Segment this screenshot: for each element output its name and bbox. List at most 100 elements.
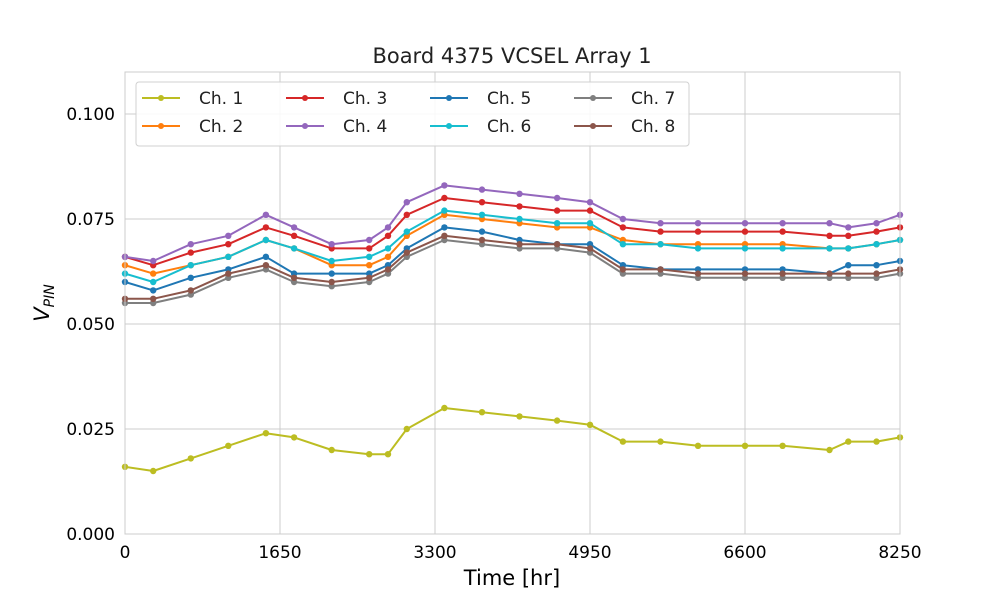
x-tick-label: 6600 bbox=[723, 543, 766, 563]
data-point bbox=[619, 266, 627, 273]
legend-marker-swatch bbox=[590, 123, 596, 129]
data-point bbox=[403, 425, 410, 433]
x-tick-label: 8250 bbox=[878, 543, 921, 563]
data-point bbox=[694, 228, 702, 235]
data-point bbox=[553, 207, 561, 214]
series-line bbox=[125, 239, 901, 304]
data-point bbox=[384, 224, 392, 231]
legend-label: Ch. 1 bbox=[199, 89, 243, 109]
data-point bbox=[619, 224, 627, 231]
data-point bbox=[225, 253, 232, 260]
data-point bbox=[845, 224, 852, 231]
chart-title: Board 4375 VCSEL Array 1 bbox=[372, 44, 651, 68]
legend-marker-swatch bbox=[446, 123, 452, 129]
data-point bbox=[187, 262, 194, 269]
data-point bbox=[657, 220, 664, 227]
data-point bbox=[845, 232, 852, 239]
data-point bbox=[441, 232, 448, 239]
plot-frame bbox=[124, 71, 901, 535]
legend: Ch. 1 Ch. 2 Ch. 3 Ch. 4 Ch. 5 Ch. 6 Ch. 7 Ch. 8 bbox=[135, 81, 690, 147]
data-point bbox=[586, 220, 594, 227]
data-point bbox=[657, 241, 664, 248]
legend-label: Ch. 8 bbox=[631, 117, 675, 137]
data-point bbox=[441, 194, 448, 202]
data-point bbox=[366, 262, 373, 269]
data-point bbox=[826, 446, 833, 454]
data-point bbox=[403, 199, 410, 206]
data-point bbox=[694, 245, 702, 252]
legend-marker-swatch bbox=[446, 95, 452, 101]
data-point bbox=[384, 245, 392, 252]
data-point bbox=[225, 232, 232, 239]
data-point bbox=[441, 182, 448, 189]
data-point bbox=[187, 287, 194, 294]
data-point bbox=[873, 438, 880, 445]
data-point bbox=[741, 220, 749, 227]
data-point bbox=[553, 417, 561, 424]
data-point bbox=[150, 467, 157, 475]
data-point bbox=[826, 245, 833, 252]
data-point bbox=[619, 215, 627, 223]
legend-marker-swatch bbox=[590, 95, 596, 101]
data-point bbox=[328, 446, 335, 454]
data-point bbox=[516, 190, 523, 197]
data-point bbox=[328, 257, 335, 265]
x-tick-label: 3300 bbox=[413, 543, 456, 563]
data-point bbox=[516, 241, 523, 248]
data-point bbox=[694, 220, 702, 227]
data-point bbox=[328, 270, 335, 277]
legend-label: Ch. 2 bbox=[199, 117, 243, 137]
data-point bbox=[366, 253, 373, 260]
series-line bbox=[124, 226, 901, 292]
legend-item: Ch. 4 bbox=[286, 117, 387, 137]
data-point bbox=[290, 224, 298, 231]
data-point bbox=[845, 438, 852, 445]
legend-item: Ch. 3 bbox=[286, 89, 387, 109]
legend-item: Ch. 5 bbox=[430, 89, 531, 109]
data-point bbox=[328, 278, 335, 286]
data-point bbox=[657, 438, 664, 445]
data-point bbox=[516, 215, 523, 223]
data-point bbox=[225, 241, 232, 248]
data-point bbox=[187, 455, 194, 462]
data-point bbox=[826, 220, 833, 227]
y-tick-label: 0.025 bbox=[66, 420, 115, 440]
y-axis-label-subscript: PIN bbox=[42, 284, 58, 308]
y-tick-label: 0.050 bbox=[66, 315, 115, 335]
data-point bbox=[826, 270, 833, 277]
data-point bbox=[619, 438, 627, 445]
data-point bbox=[478, 228, 486, 235]
data-point bbox=[384, 266, 392, 273]
series-6 bbox=[121, 207, 904, 286]
plot-background bbox=[125, 72, 900, 534]
data-point bbox=[262, 253, 270, 260]
data-point bbox=[619, 241, 627, 248]
data-point bbox=[225, 442, 232, 449]
y-axis-label: VPIN bbox=[30, 284, 58, 322]
data-point bbox=[873, 228, 880, 235]
data-point bbox=[290, 232, 298, 239]
data-point bbox=[845, 270, 852, 277]
data-point bbox=[845, 245, 852, 252]
data-point bbox=[187, 274, 194, 281]
y-tick-label: 0.075 bbox=[66, 210, 115, 230]
data-point bbox=[441, 224, 448, 231]
data-point bbox=[262, 236, 270, 244]
data-point bbox=[657, 228, 664, 235]
legend-marker-swatch bbox=[158, 123, 164, 129]
data-point bbox=[478, 211, 486, 218]
legend-item: Ch. 6 bbox=[430, 117, 531, 137]
data-point bbox=[741, 228, 749, 235]
data-point bbox=[586, 245, 594, 252]
data-point bbox=[441, 404, 448, 412]
data-point bbox=[150, 257, 157, 265]
data-point bbox=[516, 203, 523, 210]
data-point bbox=[290, 434, 298, 441]
data-point bbox=[403, 211, 410, 218]
legend-item: Ch. 8 bbox=[574, 117, 675, 137]
series-8 bbox=[121, 232, 904, 302]
series-1 bbox=[121, 404, 904, 475]
legend-label: Ch. 4 bbox=[343, 117, 387, 137]
data-point bbox=[586, 207, 594, 214]
